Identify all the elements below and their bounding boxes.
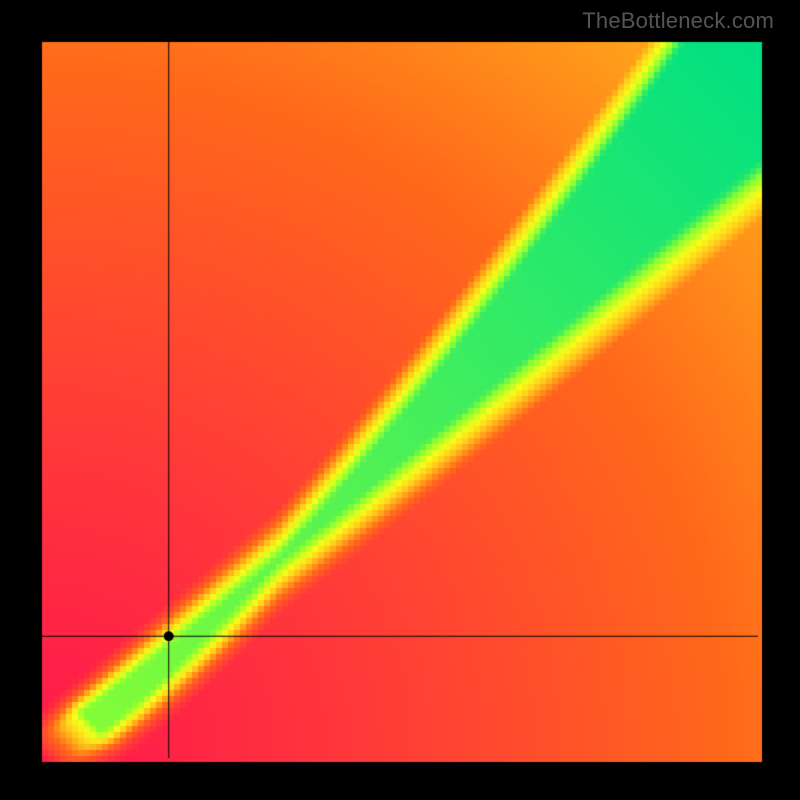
chart-container: TheBottleneck.com — [0, 0, 800, 800]
watermark-text: TheBottleneck.com — [582, 8, 774, 34]
heatmap-canvas — [0, 0, 800, 800]
